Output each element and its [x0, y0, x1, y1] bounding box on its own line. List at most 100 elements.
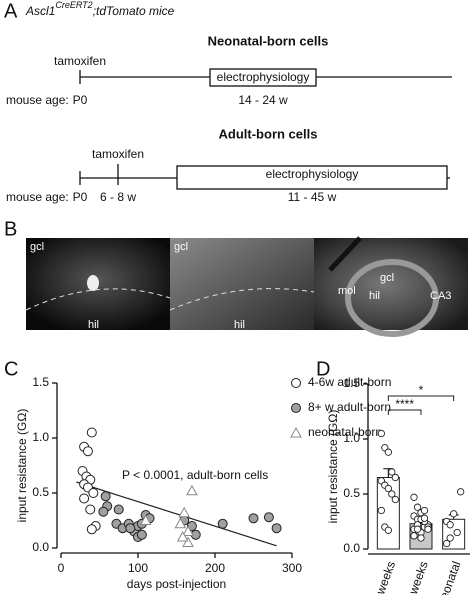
age-range: 14 - 24 w [238, 93, 288, 107]
tamoxifen-label: tamoxifen [92, 147, 144, 161]
image-label: CA3 [430, 290, 451, 302]
circle-point [217, 518, 228, 529]
y-axis-label: input resistance (GΩ) [15, 409, 29, 523]
annotation: P < 0.0001, adult-born cells [122, 468, 268, 482]
x-tick-label: 100 [128, 561, 148, 575]
fit-line [76, 481, 277, 547]
data-point [391, 473, 399, 482]
circle-point [82, 446, 93, 457]
circle-point [86, 524, 97, 535]
triangle-point [182, 536, 194, 547]
age-label: mouse age: [6, 93, 69, 107]
panel-a: A Ascl1CreERT2;tdTomato mice Neonatal-bo… [4, 0, 452, 204]
circle-point [85, 504, 96, 515]
data-point [388, 490, 396, 498]
labeled-cell [87, 275, 99, 291]
x-tick-label: 200 [205, 561, 225, 575]
age-p0: P0 [73, 93, 88, 107]
timeline-title: Adult-born cells [219, 126, 318, 141]
triangle-point [182, 525, 194, 536]
circle-point [113, 504, 124, 515]
ephys-box [176, 165, 448, 190]
data-point [453, 528, 461, 537]
significance-label: **** [395, 397, 414, 411]
mouse-line-title: Ascl1CreERT2;tdTomato mice [25, 0, 175, 18]
timeline-title: Neonatal-born cells [208, 33, 329, 48]
data-point [446, 521, 454, 529]
panel-letter: A [4, 0, 18, 22]
y-tick-label: 1.5 [343, 376, 360, 390]
circle-point [86, 427, 97, 438]
data-point [413, 503, 422, 511]
y-tick-label: 0.0 [32, 540, 49, 554]
y-tick-label: 1.0 [343, 431, 360, 445]
gcl-boundary [169, 288, 315, 311]
title-superscript: CreERT2 [55, 0, 92, 10]
data-point [410, 532, 418, 540]
circle-point [79, 493, 90, 504]
y-tick-label: 1.0 [32, 430, 49, 444]
panel-letter: C [4, 358, 18, 380]
data-point [388, 468, 396, 476]
data-point [377, 429, 385, 438]
circle-point [100, 491, 111, 502]
image-label: gcl [30, 241, 44, 253]
image-label: hil [369, 290, 380, 302]
gcl-boundary [25, 288, 171, 311]
x-tick-label: 300 [282, 561, 302, 575]
significance-label: * [419, 383, 424, 397]
y-tick-label: 0.5 [32, 485, 49, 499]
significance-bracket [387, 409, 422, 415]
x-tick-label: 4-6 weeks [366, 559, 398, 595]
x-tick-label: neonatal [435, 559, 464, 595]
age-tamoxifen: 6 - 8 w [100, 190, 136, 204]
circle-point [271, 523, 282, 534]
triangle-point [174, 517, 187, 529]
data-point [443, 539, 451, 548]
title-part: ;tdTomato mice [93, 4, 175, 18]
data-point [446, 534, 454, 542]
image-label: gcl [380, 272, 394, 284]
age-range: 11 - 45 w [288, 190, 337, 204]
data-point [377, 506, 385, 515]
data-point [384, 484, 392, 493]
data-point [384, 526, 392, 534]
micrograph [314, 238, 468, 330]
image-label: hil [234, 319, 245, 331]
legend-label: 8+ w adult-born [308, 400, 391, 414]
legend-marker [291, 378, 301, 388]
panel-letter: D [316, 358, 330, 380]
x-axis-label: days post-injection [127, 577, 226, 591]
triangle-point [186, 484, 198, 496]
circle-point [98, 506, 109, 517]
panel-b: B gcl hil gcl hil mol gcl hil CA3 [4, 218, 468, 337]
triangle-point [178, 506, 191, 518]
micrograph [170, 238, 314, 330]
circle-point [248, 513, 259, 524]
x-tick-label: 0 [58, 561, 65, 575]
circle-point [88, 488, 99, 498]
title-part: Ascl1 [25, 4, 55, 18]
image-label: gcl [174, 241, 188, 253]
panel-letter: B [4, 218, 17, 240]
y-tick-label: 0.5 [343, 486, 360, 500]
x-tick-label: 8+ weeks [400, 559, 431, 595]
image-label: hil [88, 319, 99, 331]
y-axis-label: input resistance (GΩ) [326, 410, 340, 524]
tamoxifen-label: tamoxifen [54, 54, 106, 68]
ephys-label: electrophysiology [266, 167, 359, 181]
ephys-box [209, 68, 317, 87]
data-point [413, 525, 422, 533]
dentate-gyrus [345, 259, 439, 337]
data-point [391, 495, 399, 504]
data-point [420, 506, 429, 515]
circle-point [186, 521, 197, 531]
data-point [457, 488, 465, 496]
circle-point [136, 529, 147, 540]
circle-point [125, 523, 136, 534]
y-tick-label: 0.0 [343, 541, 360, 555]
triangle-point [139, 514, 152, 525]
data-point [384, 448, 392, 456]
circle-point [263, 512, 274, 523]
